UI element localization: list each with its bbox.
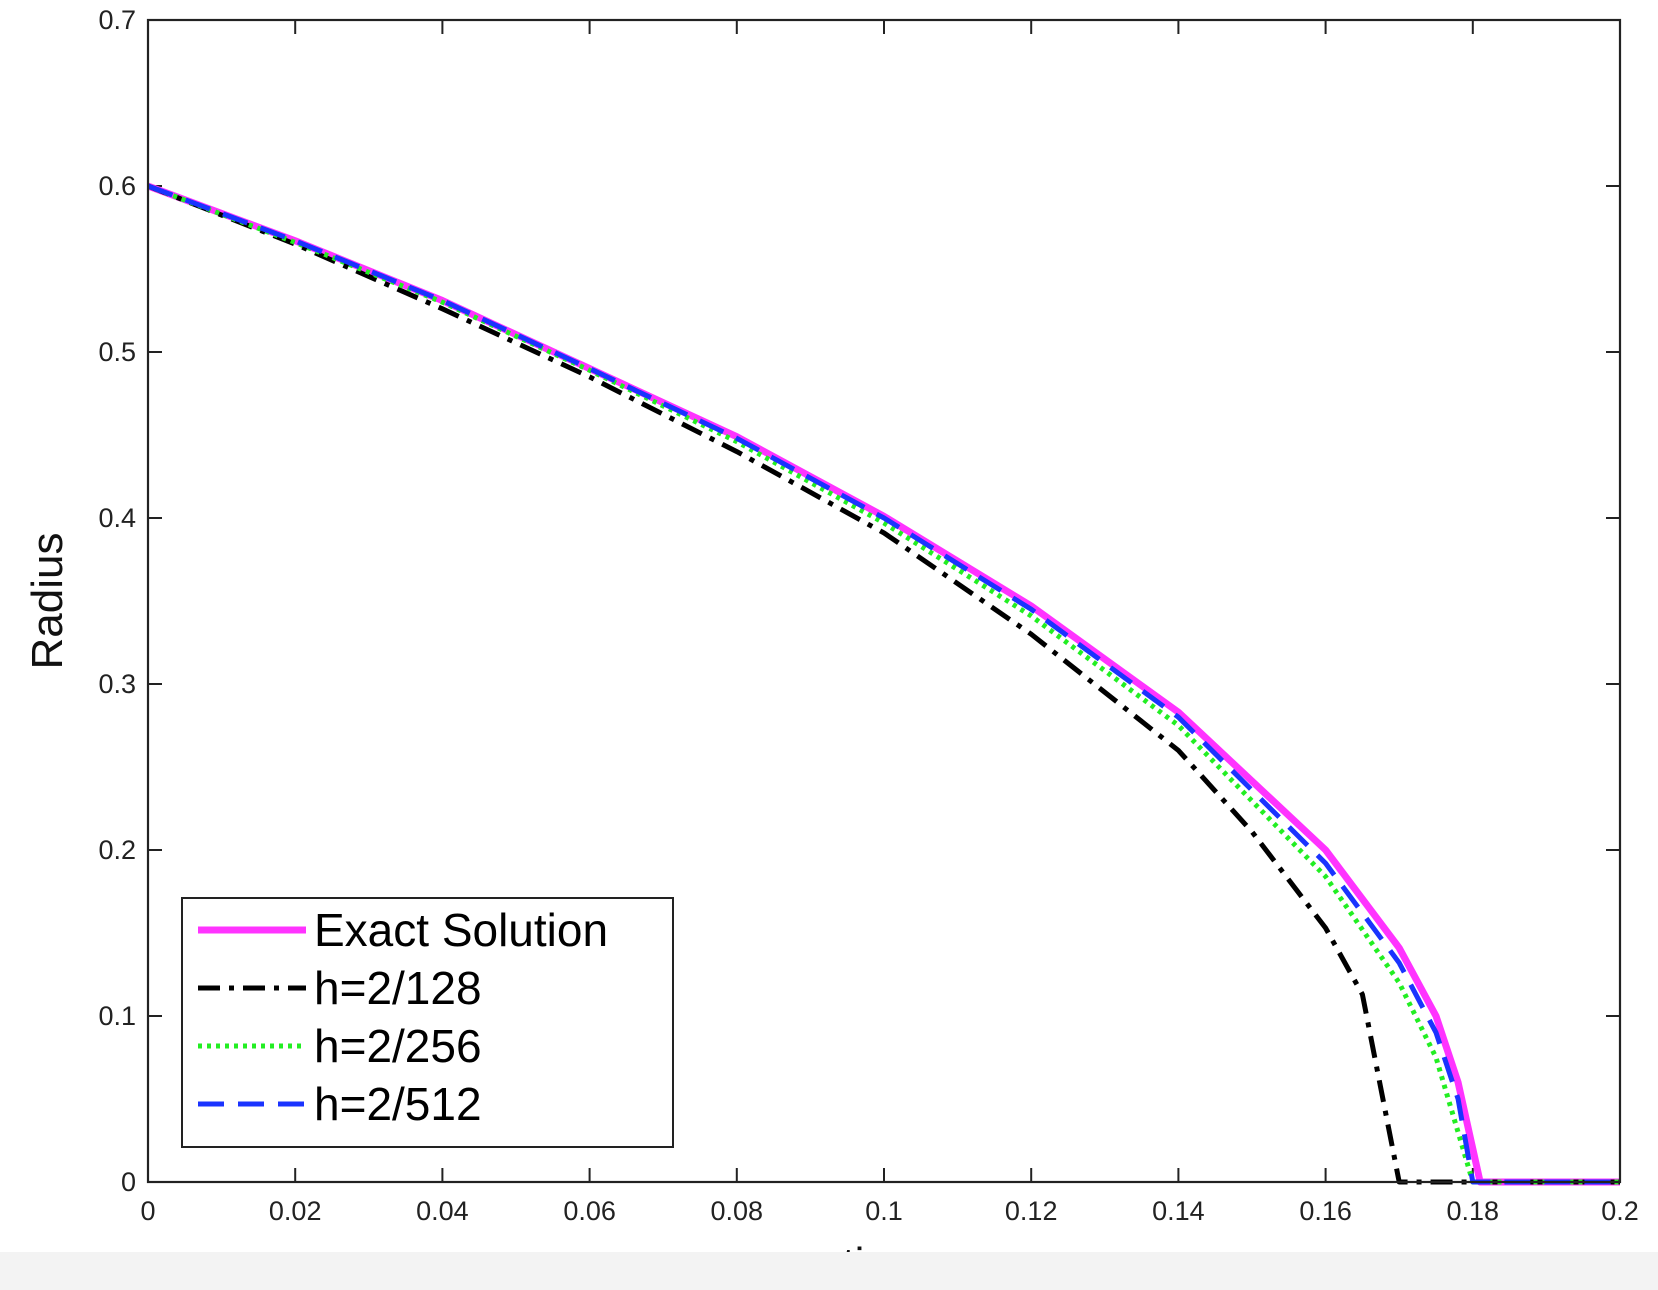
y-tick-label: 0.3 xyxy=(98,669,136,699)
y-tick-label: 0 xyxy=(121,1167,136,1197)
y-tick-label: 0.5 xyxy=(98,337,136,367)
x-tick-label: 0.12 xyxy=(1005,1196,1058,1226)
y-tick-label: 0.7 xyxy=(98,5,136,35)
x-tick-label: 0.14 xyxy=(1152,1196,1205,1226)
y-tick-label: 0.1 xyxy=(98,1001,136,1031)
bottom-strip xyxy=(0,1252,1658,1290)
y-tick-label: 0.2 xyxy=(98,835,136,865)
x-tick-labels: 0 0.02 0.04 0.06 0.08 0.1 0.12 0.14 0.16 0.18 0.2 xyxy=(140,1196,1638,1226)
x-tick-label: 0.2 xyxy=(1601,1196,1639,1226)
legend-label-exact-solution: Exact Solution xyxy=(314,904,608,956)
x-tick-label: 0.04 xyxy=(416,1196,469,1226)
x-tick-label: 0.1 xyxy=(865,1196,903,1226)
y-tick-label: 0.6 xyxy=(98,171,136,201)
x-tick-label: 0.06 xyxy=(563,1196,616,1226)
y-axis-label: Radius xyxy=(23,533,72,670)
legend-label-h-2-128: h=2/128 xyxy=(314,962,482,1014)
y-tick-label: 0.4 xyxy=(98,503,136,533)
legend-label-h-2-512: h=2/512 xyxy=(314,1078,482,1130)
legend-label-h-2-256: h=2/256 xyxy=(314,1020,482,1072)
y-tick-labels: 0 0.1 0.2 0.3 0.4 0.5 0.6 0.7 xyxy=(98,5,136,1197)
x-tick-label: 0.18 xyxy=(1447,1196,1500,1226)
series-line-h-2-512 xyxy=(147,183,1620,1185)
x-tick-label: 0 xyxy=(140,1196,155,1226)
x-tick-label: 0.02 xyxy=(269,1196,322,1226)
plot-area-frame xyxy=(146,18,1622,1184)
x-tick-label: 0.08 xyxy=(711,1196,764,1226)
legend: Exact Solution h=2/128 h=2/256 h=2/512 xyxy=(181,897,674,1148)
x-tick-label: 0.16 xyxy=(1299,1196,1352,1226)
